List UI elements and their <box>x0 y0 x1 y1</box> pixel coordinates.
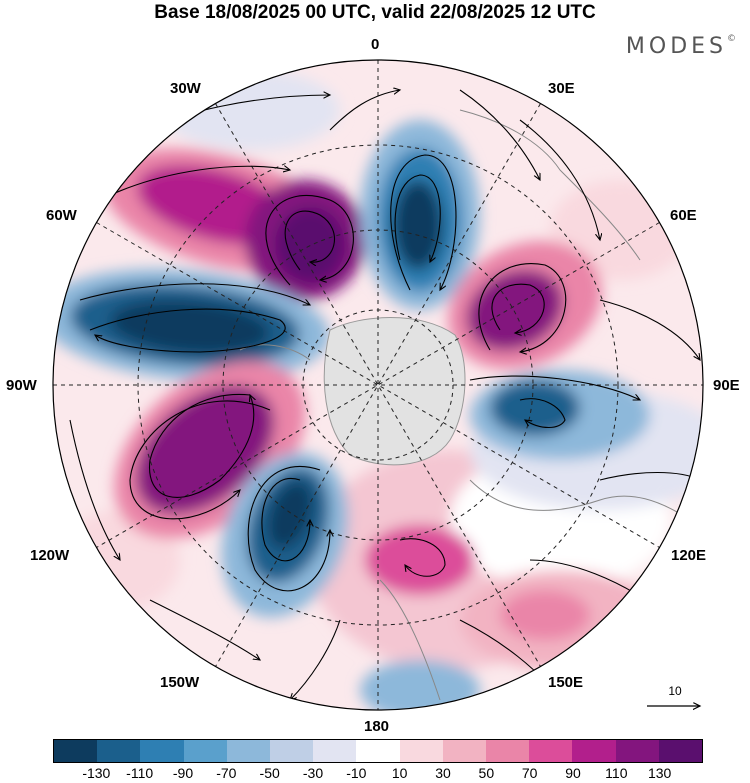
colorbar-swatch <box>399 740 443 762</box>
lon-label-150e: 150E <box>548 674 584 691</box>
colorbar-tick-label: 90 <box>565 765 581 781</box>
colorbar-swatch <box>183 740 227 762</box>
lon-label-90w: 90W <box>6 377 37 394</box>
colorbar-tick-label: -50 <box>259 765 280 781</box>
lon-label-120e: 120E <box>671 547 707 564</box>
lon-label-180: 180 <box>364 718 390 735</box>
colorbar-tick-label: -30 <box>302 765 324 781</box>
map-title: Base 18/08/2025 00 UTC, valid 22/08/2025… <box>154 2 596 23</box>
colorbar-swatch <box>356 740 400 762</box>
colorbar-tick-label: 110 <box>605 765 628 781</box>
arctic-land <box>323 317 466 466</box>
graticule <box>53 60 703 710</box>
lon-label-90e: 90E <box>713 377 740 394</box>
colorbar-swatch <box>486 740 530 762</box>
coastlines <box>239 109 691 701</box>
colorbar-tick-label: -90 <box>172 765 194 781</box>
lon-label-150w: 150W <box>160 674 200 691</box>
lon-label-30w: 30W <box>170 80 201 97</box>
colorbar-tick-label: 70 <box>521 765 538 781</box>
colorbar-tick-label: -130 <box>82 765 111 781</box>
lon-label-0: 0 <box>371 36 380 53</box>
colorbar-swatch <box>97 740 141 762</box>
lon-label-120w: 120W <box>30 547 70 564</box>
colorbar-tick-label: -10 <box>346 765 367 781</box>
map-border <box>52 59 704 711</box>
reference-vector-label: 10 <box>668 684 682 698</box>
colorbar-swatch <box>313 740 357 762</box>
colorbar-swatch <box>572 740 616 762</box>
colorbar <box>53 739 703 763</box>
wind-streamlines <box>69 90 700 700</box>
lon-label-60e: 60E <box>670 207 697 224</box>
colorbar-swatch <box>140 740 184 762</box>
colorbar-swatch <box>270 740 314 762</box>
colorbar-swatch <box>658 740 703 762</box>
colorbar-tick-label: 130 <box>647 765 672 781</box>
colorbar-swatch <box>615 740 659 762</box>
modes-logo: MODES© <box>626 34 736 59</box>
colorbar-tick-label: -70 <box>216 765 237 781</box>
colorbar-tick-label: -110 <box>126 765 154 781</box>
brand-mark: © <box>727 34 736 44</box>
colorbar-swatch <box>54 740 98 762</box>
colorbar-tick-label: 30 <box>435 765 451 781</box>
colorbar-swatch <box>529 740 573 762</box>
colorbar-swatch <box>226 740 271 762</box>
colorbar-tick-label: 50 <box>478 765 495 781</box>
colorbar-swatch <box>442 740 487 762</box>
lon-label-60w: 60W <box>46 207 77 224</box>
brand-text: MODES <box>625 34 727 59</box>
colorbar-tick-label: 10 <box>391 765 408 781</box>
lon-label-30e: 30E <box>548 80 575 97</box>
